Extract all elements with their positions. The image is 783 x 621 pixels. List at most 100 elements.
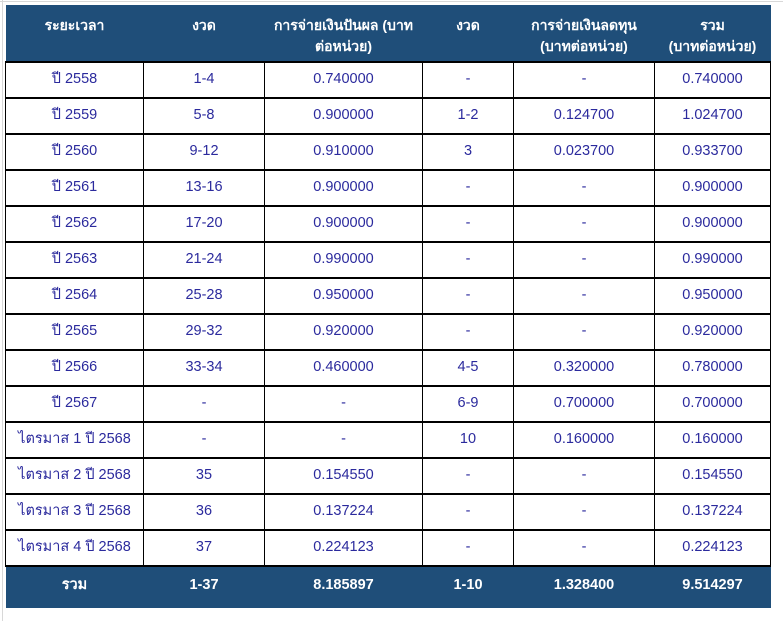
value-cell: 0.990000 bbox=[654, 241, 771, 279]
value-cell: 0.910000 bbox=[264, 133, 423, 171]
table-row: ไตรมาส 3 ปี 2568 36 0.137224- -0.137224 bbox=[5, 493, 771, 531]
value-cell: 13-16 bbox=[143, 169, 265, 207]
value-cell: 0.780000 bbox=[654, 349, 771, 387]
payout-history-table: ระยะเวลา งวด การจ่ายเงินปันผล (บาท ต่อหน่ว… bbox=[5, 5, 771, 608]
value-cell: - bbox=[264, 421, 423, 459]
value-cell: - bbox=[422, 61, 514, 99]
value-cell: 35 bbox=[143, 457, 265, 495]
value-cell: 0.920000 bbox=[654, 313, 771, 351]
table-row: ไตรมาส 2 ปี 2568 35 0.154550- -0.154550 bbox=[5, 457, 771, 495]
value-cell: 0.950000 bbox=[264, 277, 423, 315]
value-cell: - bbox=[422, 205, 514, 243]
period-cell: ไตรมาส 4 ปี 2568 bbox=[5, 529, 144, 567]
value-cell: 1-4 bbox=[143, 61, 265, 99]
table-row: ปี 2561 13-16 0.900000- -0.900000 bbox=[5, 169, 771, 207]
value-cell: 0.900000 bbox=[264, 169, 423, 207]
value-cell: - bbox=[422, 529, 514, 567]
value-cell: - bbox=[422, 493, 514, 531]
column-header: งวด bbox=[422, 5, 514, 62]
value-cell: - bbox=[422, 277, 514, 315]
total-value-cell: 8.185897 bbox=[264, 566, 423, 608]
table-row: ปี 2558 1-4 0.740000- -0.740000 bbox=[5, 61, 771, 99]
table-body: ปี 2558 1-4 0.740000- -0.740000 ปี 2559 5-8 0.… bbox=[5, 61, 771, 567]
value-cell: 1-2 bbox=[422, 97, 514, 135]
value-cell: 0.920000 bbox=[264, 313, 423, 351]
column-header: รวม (บาทต่อหน่วย) bbox=[654, 5, 771, 62]
value-cell: - bbox=[513, 313, 655, 351]
value-cell: 0.740000 bbox=[654, 61, 771, 99]
total-value-cell: 1-37 bbox=[143, 566, 265, 608]
value-cell: 0.160000 bbox=[654, 421, 771, 459]
table-row: ไตรมาส 1 ปี 2568- -10 0.160000 0.160000 bbox=[5, 421, 771, 459]
period-cell: ปี 2566 bbox=[5, 349, 144, 387]
table-row: ปี 2559 5-8 0.900000 1-2 0.124700 1.024700 bbox=[5, 97, 771, 135]
value-cell: - bbox=[143, 385, 265, 423]
period-cell: ปี 2565 bbox=[5, 313, 144, 351]
value-cell: - bbox=[513, 493, 655, 531]
total-value-cell: 1-10 bbox=[422, 566, 514, 608]
period-cell: ปี 2567 bbox=[5, 385, 144, 423]
value-cell: 0.154550 bbox=[264, 457, 423, 495]
value-cell: 0.950000 bbox=[654, 277, 771, 315]
table-row: ปี 2562 17-20 0.900000- -0.900000 bbox=[5, 205, 771, 243]
value-cell: 36 bbox=[143, 493, 265, 531]
table-row: ปี 2565 29-32 0.920000- -0.920000 bbox=[5, 313, 771, 351]
value-cell: 37 bbox=[143, 529, 265, 567]
total-value-cell: 9.514297 bbox=[654, 566, 771, 608]
table-row: ปี 2566 33-34 0.460000 4-5 0.320000 0.780000 bbox=[5, 349, 771, 387]
table-row: ปี 2563 21-24 0.990000- -0.990000 bbox=[5, 241, 771, 279]
value-cell: 0.320000 bbox=[513, 349, 655, 387]
value-cell: 0.900000 bbox=[264, 97, 423, 135]
value-cell: - bbox=[513, 277, 655, 315]
period-cell: ปี 2562 bbox=[5, 205, 144, 243]
period-cell: ไตรมาส 1 ปี 2568 bbox=[5, 421, 144, 459]
page-left-border bbox=[2, 0, 3, 621]
period-cell: ปี 2561 bbox=[5, 169, 144, 207]
period-cell: ปี 2560 bbox=[5, 133, 144, 171]
value-cell: 4-5 bbox=[422, 349, 514, 387]
page-top-border bbox=[0, 1, 783, 2]
value-cell: 6-9 bbox=[422, 385, 514, 423]
value-cell: 29-32 bbox=[143, 313, 265, 351]
column-header: การจ่ายเงินปันผล (บาท ต่อหน่วย) bbox=[264, 5, 423, 62]
value-cell: - bbox=[264, 385, 423, 423]
value-cell: 5-8 bbox=[143, 97, 265, 135]
value-cell: 0.700000 bbox=[654, 385, 771, 423]
value-cell: - bbox=[422, 313, 514, 351]
value-cell: 33-34 bbox=[143, 349, 265, 387]
period-cell: ปี 2563 bbox=[5, 241, 144, 279]
value-cell: - bbox=[513, 169, 655, 207]
value-cell: - bbox=[143, 421, 265, 459]
value-cell: 0.900000 bbox=[654, 205, 771, 243]
table-row: ไตรมาส 4 ปี 2568 37 0.224123- -0.224123 bbox=[5, 529, 771, 567]
period-cell: ปี 2558 bbox=[5, 61, 144, 99]
value-cell: 0.124700 bbox=[513, 97, 655, 135]
value-cell: 3 bbox=[422, 133, 514, 171]
value-cell: 1.024700 bbox=[654, 97, 771, 135]
table-row: ปี 2564 25-28 0.950000- -0.950000 bbox=[5, 277, 771, 315]
value-cell: - bbox=[513, 61, 655, 99]
value-cell: - bbox=[513, 457, 655, 495]
value-cell: 0.154550 bbox=[654, 457, 771, 495]
table-row: ปี 2560 9-12 0.910000 3 0.023700 0.933700 bbox=[5, 133, 771, 171]
total-value-cell: 1.328400 bbox=[513, 566, 655, 608]
value-cell: 0.933700 bbox=[654, 133, 771, 171]
header-row: ระยะเวลา งวด การจ่ายเงินปันผล (บาท ต่อหน่ว… bbox=[5, 5, 771, 62]
value-cell: - bbox=[513, 205, 655, 243]
value-cell: 0.224123 bbox=[654, 529, 771, 567]
value-cell: 0.460000 bbox=[264, 349, 423, 387]
value-cell: 10 bbox=[422, 421, 514, 459]
column-header: การจ่ายเงินลดทุน (บาทต่อหน่วย) bbox=[513, 5, 655, 62]
value-cell: 0.900000 bbox=[264, 205, 423, 243]
column-header: งวด bbox=[143, 5, 265, 62]
table-row: ปี 2567- -6-9 0.700000 0.700000 bbox=[5, 385, 771, 423]
value-cell: - bbox=[422, 169, 514, 207]
value-cell: 0.740000 bbox=[264, 61, 423, 99]
value-cell: 0.900000 bbox=[654, 169, 771, 207]
value-cell: 0.137224 bbox=[264, 493, 423, 531]
value-cell: 21-24 bbox=[143, 241, 265, 279]
column-header: ระยะเวลา bbox=[5, 5, 144, 62]
value-cell: 17-20 bbox=[143, 205, 265, 243]
value-cell: 0.160000 bbox=[513, 421, 655, 459]
value-cell: 0.137224 bbox=[654, 493, 771, 531]
